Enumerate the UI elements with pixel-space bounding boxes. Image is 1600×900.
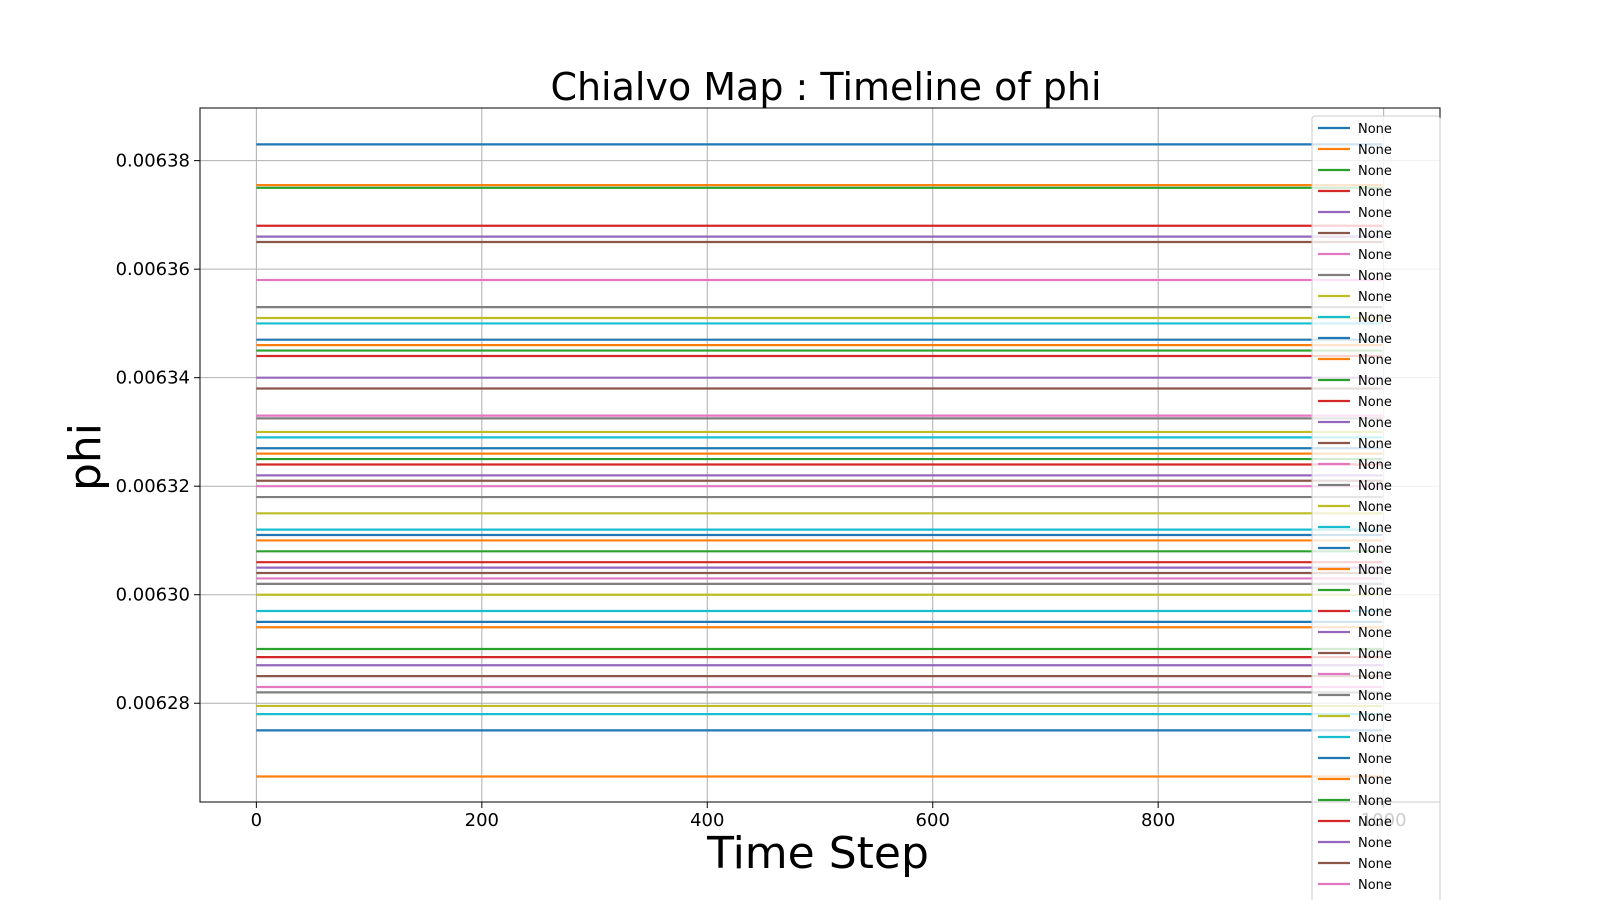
- legend-label: None: [1358, 836, 1392, 851]
- x-tick-label: 0: [251, 810, 262, 831]
- grid: [200, 108, 1440, 802]
- legend-label: None: [1358, 122, 1392, 137]
- legend-label: None: [1358, 500, 1392, 515]
- y-axis-label: phi: [60, 423, 111, 491]
- legend-label: None: [1358, 710, 1392, 725]
- legend-label: None: [1358, 731, 1392, 746]
- legend-label: None: [1358, 311, 1392, 326]
- y-tick-label: 0.00636: [116, 259, 190, 280]
- x-tick-label: 200: [465, 810, 499, 831]
- y-tick-label: 0.00638: [116, 151, 190, 172]
- legend-label: None: [1358, 164, 1392, 179]
- legend-label: None: [1358, 185, 1392, 200]
- legend-label: None: [1358, 878, 1392, 893]
- legend-label: None: [1358, 458, 1392, 473]
- legend-label: None: [1358, 794, 1392, 809]
- legend-label: None: [1358, 353, 1392, 368]
- y-axis: 0.00628 0.00630 0.00632 0.00634 0.00636 0.006…: [116, 151, 200, 714]
- legend-label: None: [1358, 605, 1392, 620]
- legend-label: None: [1358, 668, 1392, 683]
- legend-label: None: [1358, 752, 1392, 767]
- legend-label: None: [1358, 437, 1392, 452]
- legend-label: None: [1358, 227, 1392, 242]
- x-axis: 02004006008001000: [251, 802, 1407, 831]
- legend-label: None: [1358, 290, 1392, 305]
- x-tick-label: 400: [690, 810, 724, 831]
- legend-label: None: [1358, 626, 1392, 641]
- legend-label: None: [1358, 206, 1392, 221]
- y-tick-label: 0.00628: [116, 693, 190, 714]
- legend-label: None: [1358, 416, 1392, 431]
- legend-label: None: [1358, 689, 1392, 704]
- legend-label: None: [1358, 857, 1392, 872]
- legend-label: None: [1358, 374, 1392, 389]
- plot-frame: [199, 107, 1441, 803]
- legend-label: None: [1358, 542, 1392, 557]
- legend-box: [1311, 115, 1441, 900]
- legend-label: None: [1358, 584, 1392, 599]
- legend-label: None: [1358, 563, 1392, 578]
- y-tick-label: 0.00630: [116, 585, 190, 606]
- y-tick-label: 0.00634: [116, 368, 190, 389]
- legend: None None None None None None None None None None…: [1311, 115, 1441, 900]
- legend-label: None: [1358, 647, 1392, 662]
- x-axis-label: Time Step: [706, 828, 929, 879]
- legend-label: None: [1358, 248, 1392, 263]
- legend-label: None: [1358, 773, 1392, 788]
- series-lines: [256, 143, 1383, 778]
- legend-label: None: [1358, 395, 1392, 410]
- legend-label: None: [1358, 479, 1392, 494]
- chart-title: Chialvo Map : Timeline of phi: [550, 65, 1101, 109]
- legend-label: None: [1358, 521, 1392, 536]
- legend-label: None: [1358, 143, 1392, 158]
- x-tick-label: 600: [916, 810, 950, 831]
- y-tick-label: 0.00632: [116, 476, 190, 497]
- legend-label: None: [1358, 815, 1392, 830]
- x-tick-label: 800: [1141, 810, 1175, 831]
- legend-label: None: [1358, 269, 1392, 284]
- legend-label: None: [1358, 332, 1392, 347]
